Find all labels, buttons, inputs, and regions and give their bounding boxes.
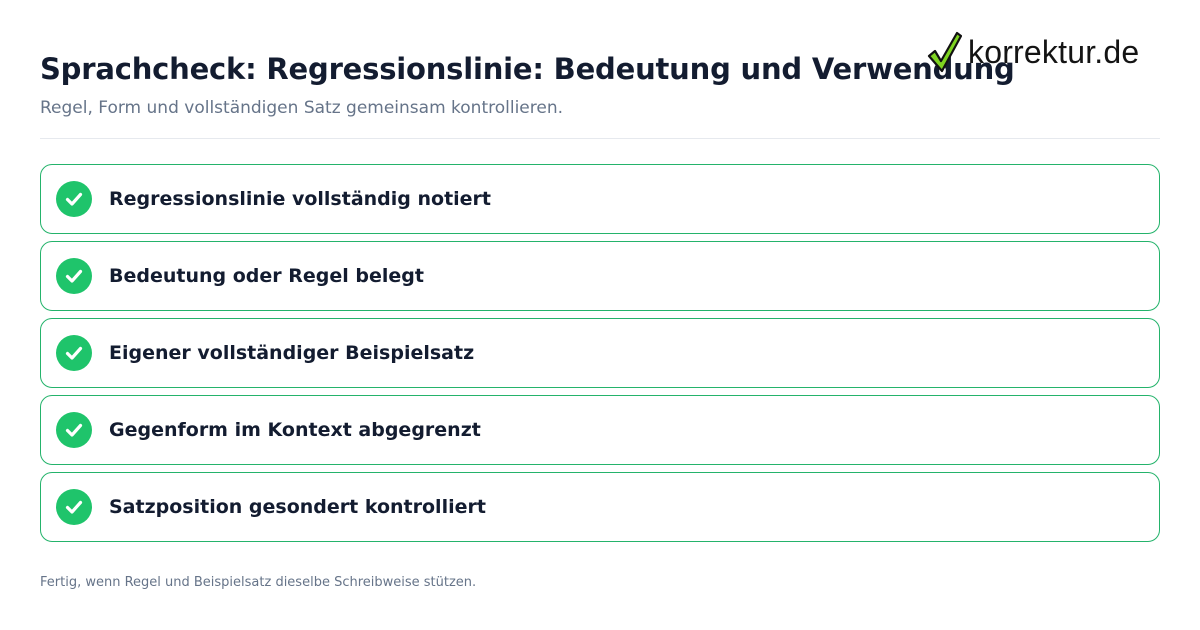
check-circle-icon xyxy=(56,412,92,448)
check-circle-icon xyxy=(56,335,92,371)
checklist: Regressionslinie vollständig notiert Bed… xyxy=(40,164,1160,549)
checklist-item: Satzposition gesondert kontrolliert xyxy=(40,472,1160,542)
checklist-item-label: Gegenform im Kontext abgegrenzt xyxy=(109,419,481,441)
checklist-item: Bedeutung oder Regel belegt xyxy=(40,241,1160,311)
header: Sprachcheck: Regressionslinie: Bedeutung… xyxy=(40,52,1015,118)
check-circle-icon xyxy=(56,489,92,525)
check-circle-icon xyxy=(56,258,92,294)
checklist-item-label: Satzposition gesondert kontrolliert xyxy=(109,496,486,518)
page-subtitle: Regel, Form und vollständigen Satz gemei… xyxy=(40,98,564,118)
checklist-item: Gegenform im Kontext abgegrenzt xyxy=(40,395,1160,465)
check-circle-icon xyxy=(56,181,92,217)
footer-note: Fertig, wenn Regel und Beispielsatz dies… xyxy=(40,575,477,590)
brand-logo[interactable]: korrektur.de xyxy=(926,30,1139,74)
checklist-item: Regressionslinie vollständig notiert xyxy=(40,164,1160,234)
brand-name: korrektur.de xyxy=(968,33,1140,70)
page-title: Sprachcheck: Regressionslinie: Bedeutung… xyxy=(40,52,1015,86)
header-divider xyxy=(40,138,1160,139)
checklist-item-label: Bedeutung oder Regel belegt xyxy=(109,265,424,287)
checklist-item: Eigener vollständiger Beispielsatz xyxy=(40,318,1160,388)
checklist-item-label: Regressionslinie vollständig notiert xyxy=(109,188,492,210)
checklist-item-label: Eigener vollständiger Beispielsatz xyxy=(109,342,475,364)
checkmark-icon xyxy=(927,31,962,73)
